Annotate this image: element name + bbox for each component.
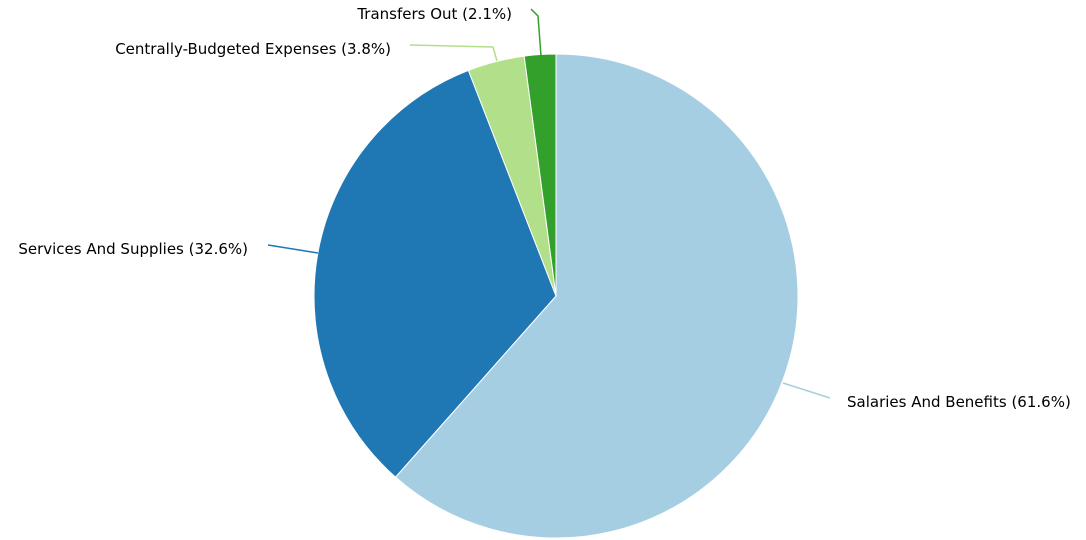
leader-line-3 xyxy=(409,44,498,62)
slices-layer xyxy=(313,53,799,539)
leader-line-1 xyxy=(782,382,831,399)
slice-label-1: Salaries And Benefits (61.6%) xyxy=(847,393,1071,411)
pie-slice-1 xyxy=(394,53,799,539)
labels-layer: Salaries And Benefits (61.6%) Services An… xyxy=(18,5,1070,411)
slice-label-2: Services And Supplies (32.6%) xyxy=(18,240,248,258)
leader-lines-layer xyxy=(267,8,831,399)
leader-line-2 xyxy=(267,244,319,254)
pie-slice-4 xyxy=(523,53,557,297)
slice-label-3: Centrally-Budgeted Expenses (3.8%) xyxy=(115,40,391,58)
slice-label-4: Transfers Out (2.1%) xyxy=(356,5,512,23)
leader-line-4 xyxy=(530,8,542,57)
